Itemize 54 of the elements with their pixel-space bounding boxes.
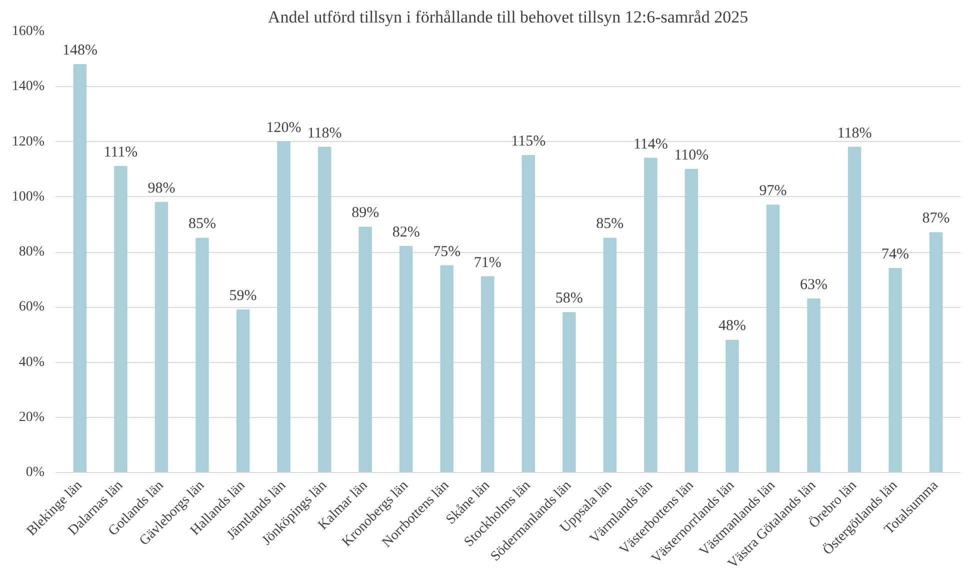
data-label: 48% — [718, 318, 746, 334]
bar — [73, 64, 87, 472]
bar — [399, 246, 413, 472]
bar — [726, 340, 739, 472]
bar — [562, 312, 576, 472]
data-label: 98% — [148, 180, 176, 196]
bar — [196, 238, 209, 472]
bar — [888, 268, 902, 472]
bar — [644, 158, 658, 472]
data-label: 74% — [882, 246, 910, 263]
y-tick-label: 80% — [18, 244, 45, 260]
bar — [929, 232, 943, 472]
data-label: 118% — [307, 125, 342, 142]
data-label: 118% — [837, 125, 872, 142]
data-label: 110% — [674, 147, 709, 164]
data-label: 111% — [104, 144, 138, 161]
data-label: 89% — [352, 205, 380, 222]
bar — [114, 166, 128, 472]
y-tick-label: 140% — [12, 79, 45, 94]
y-tick-label: 100% — [12, 189, 45, 204]
y-tick-label: 60% — [18, 300, 45, 315]
y-tick-label: 120% — [12, 134, 45, 150]
bar — [848, 146, 862, 472]
bar — [358, 226, 372, 472]
data-label: 85% — [596, 216, 624, 232]
bar — [440, 265, 454, 472]
bar — [603, 238, 617, 472]
data-label: 148% — [62, 42, 98, 59]
data-label: 85% — [188, 216, 216, 232]
data-label: 97% — [759, 183, 787, 200]
data-label: 63% — [800, 276, 828, 293]
y-tick-label: 40% — [18, 354, 45, 370]
bar — [154, 202, 168, 472]
data-label: 59% — [229, 288, 257, 304]
bar — [807, 298, 820, 472]
bar — [481, 276, 494, 472]
data-label: 58% — [555, 290, 583, 307]
data-label: 71% — [474, 254, 502, 271]
bar — [318, 146, 332, 472]
bar — [277, 141, 290, 472]
data-label: 82% — [392, 224, 420, 240]
y-tick-label: 0% — [26, 465, 45, 480]
y-tick-label: 20% — [18, 410, 45, 425]
bar — [684, 168, 698, 472]
data-label: 120% — [266, 120, 302, 136]
data-label: 114% — [633, 136, 668, 152]
bar — [522, 155, 535, 472]
data-label: 115% — [511, 134, 546, 150]
chart-title: Andel utförd tillsyn i förhållande till behovet tillsyn 12:6-samråd 2025 — [268, 8, 748, 26]
y-tick-label: 160% — [12, 24, 45, 39]
bar — [236, 309, 250, 472]
bar — [766, 204, 780, 472]
data-label: 75% — [433, 244, 461, 260]
data-label: 87% — [922, 210, 950, 227]
